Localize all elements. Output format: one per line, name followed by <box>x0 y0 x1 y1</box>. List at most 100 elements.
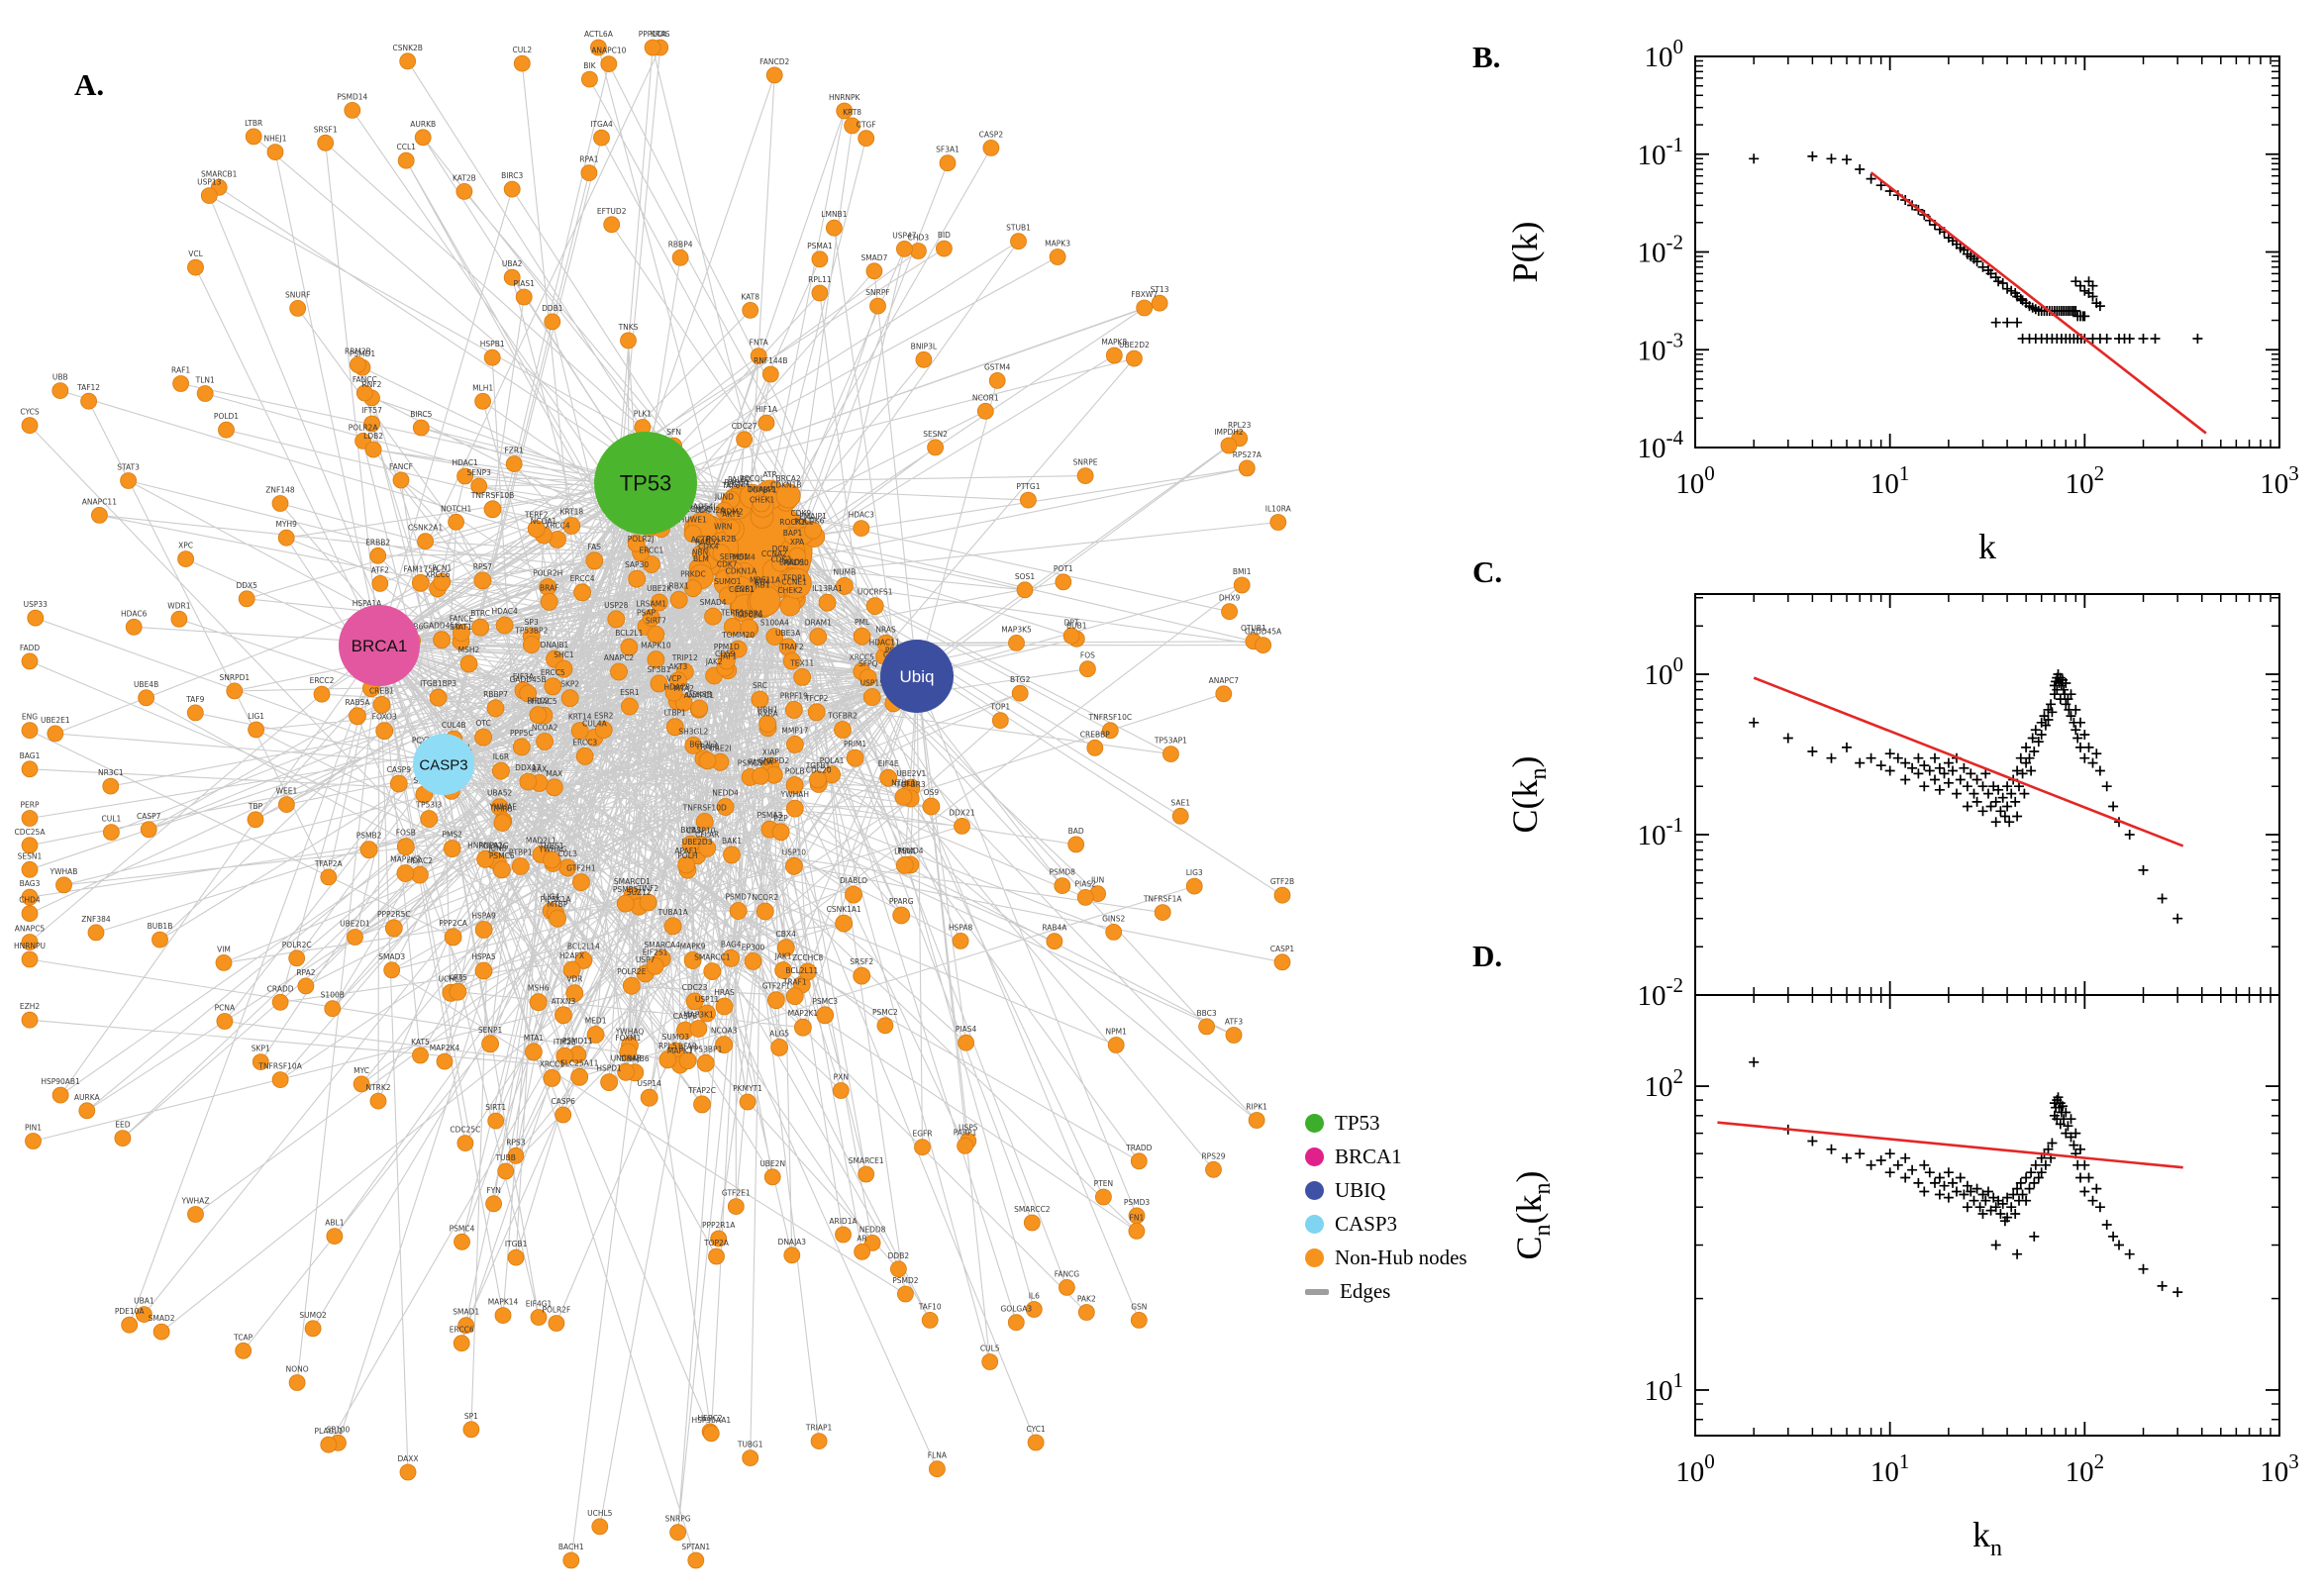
network-edges <box>29 47 1283 1561</box>
node-swatch-icon <box>1305 1147 1324 1166</box>
svg-text:EIF3A: EIF3A <box>513 672 535 681</box>
chart-panel-c: 100 10-1 10-2 C(kn) <box>1505 593 2280 1012</box>
svg-text:GADD45A: GADD45A <box>1245 628 1282 637</box>
svg-text:CCL1: CCL1 <box>396 143 416 151</box>
svg-text:CUL4A: CUL4A <box>582 719 608 728</box>
svg-text:TRADD: TRADD <box>1125 1144 1152 1152</box>
svg-text:IL6R: IL6R <box>493 752 509 761</box>
svg-text:IL13RA1: IL13RA1 <box>812 584 843 593</box>
svg-text:HNRNPK: HNRNPK <box>829 93 861 102</box>
svg-text:DPT: DPT <box>1064 618 1079 627</box>
svg-text:JAK2: JAK2 <box>705 657 723 666</box>
legend-label: TP53 <box>1335 1111 1380 1135</box>
svg-text:HRAS: HRAS <box>714 988 735 997</box>
svg-text:UBE2D3: UBE2D3 <box>682 838 713 847</box>
svg-text:BCL2L11: BCL2L11 <box>785 966 818 975</box>
scatter-points-d <box>1749 1056 2183 1298</box>
svg-text:TUBA1A: TUBA1A <box>656 908 688 917</box>
svg-text:IL6: IL6 <box>1029 1292 1040 1301</box>
svg-text:CUL2: CUL2 <box>512 46 532 54</box>
svg-text:ERCC5: ERCC5 <box>541 668 565 677</box>
legend-label: Edges <box>1340 1279 1391 1303</box>
svg-text:PIP5K1A: PIP5K1A <box>541 895 572 904</box>
svg-text:PIN1: PIN1 <box>25 1124 42 1133</box>
fit-line-d <box>1717 1121 2183 1169</box>
legend-label: CASP3 <box>1335 1212 1398 1236</box>
svg-text:MMP17: MMP17 <box>781 726 808 735</box>
svg-text:SMARCC2: SMARCC2 <box>1014 1205 1051 1214</box>
legend-label: BRCA1 <box>1335 1145 1402 1168</box>
svg-text:100: 100 <box>1675 1449 1715 1488</box>
svg-text:BRAF: BRAF <box>540 583 559 592</box>
svg-text:GTF2F1: GTF2F1 <box>762 982 791 991</box>
svg-text:PML: PML <box>855 618 870 627</box>
svg-text:PIAS1: PIAS1 <box>513 279 535 288</box>
network-hub-label-tp53: TP53 <box>620 471 672 496</box>
svg-text:MED1: MED1 <box>585 1017 607 1026</box>
svg-text:CASP2: CASP2 <box>979 130 1004 139</box>
svg-text:BIRC3: BIRC3 <box>501 171 523 180</box>
svg-text:PIAS4: PIAS4 <box>956 1025 977 1034</box>
svg-text:TNFRSF10D: TNFRSF10D <box>682 804 727 813</box>
legend-item-ubiq: UBIQ <box>1305 1178 1467 1203</box>
svg-text:TGFB1: TGFB1 <box>805 761 831 770</box>
svg-text:BNIP3L: BNIP3L <box>911 342 938 350</box>
svg-text:AR: AR <box>857 1234 866 1243</box>
svg-text:KRT18: KRT18 <box>559 508 583 517</box>
svg-text:ERCC6: ERCC6 <box>450 1326 474 1335</box>
svg-text:TOMM20: TOMM20 <box>721 631 755 640</box>
svg-text:KRT14: KRT14 <box>568 713 592 722</box>
svg-text:FLNA: FLNA <box>928 1451 948 1460</box>
svg-text:PSMC4: PSMC4 <box>450 1224 475 1233</box>
svg-text:FCN1: FCN1 <box>432 563 452 572</box>
svg-text:MTA1: MTA1 <box>524 1034 545 1043</box>
svg-text:GADD45B: GADD45B <box>510 675 547 684</box>
svg-text:PDE10A: PDE10A <box>115 1307 146 1316</box>
svg-text:UCHL3: UCHL3 <box>439 974 464 983</box>
svg-text:ANAPC1: ANAPC1 <box>684 691 715 700</box>
svg-text:GINS2: GINS2 <box>1102 914 1125 923</box>
svg-text:BUB1B: BUB1B <box>148 922 173 931</box>
svg-text:PPM1D: PPM1D <box>714 643 740 651</box>
svg-text:UBE2D2: UBE2D2 <box>1119 341 1150 349</box>
svg-text:ATXN3: ATXN3 <box>552 997 576 1006</box>
svg-text:RBX1: RBX1 <box>669 581 689 590</box>
svg-text:XRCC6: XRCC6 <box>425 570 450 579</box>
svg-text:MAPK10: MAPK10 <box>641 642 671 650</box>
svg-text:SUZ12: SUZ12 <box>627 888 652 897</box>
svg-text:ROCK1: ROCK1 <box>779 518 805 527</box>
svg-text:CYC1: CYC1 <box>1026 1425 1046 1434</box>
svg-text:BAG1: BAG1 <box>20 751 41 760</box>
svg-text:POLH: POLH <box>677 851 697 860</box>
svg-text:MTA2: MTA2 <box>674 684 695 693</box>
svg-text:CASP7: CASP7 <box>137 812 161 821</box>
svg-text:UQCRFS1: UQCRFS1 <box>858 588 893 597</box>
svg-text:NUMB: NUMB <box>834 567 857 576</box>
svg-text:XRCC1: XRCC1 <box>540 1059 564 1068</box>
svg-text:TNFRSF1A: TNFRSF1A <box>1143 895 1183 904</box>
svg-text:ESR1: ESR1 <box>620 688 640 697</box>
svg-text:SFN: SFN <box>666 428 681 437</box>
svg-text:SMAD3: SMAD3 <box>378 952 405 961</box>
svg-text:MDM2: MDM2 <box>720 507 744 516</box>
svg-text:EED: EED <box>115 1121 130 1130</box>
svg-text:CCNH: CCNH <box>728 480 750 489</box>
svg-text:SNURF: SNURF <box>285 290 310 299</box>
svg-text:NEDD8: NEDD8 <box>859 1225 886 1234</box>
x-axis-label-d: kn <box>1972 1515 2002 1561</box>
svg-text:CASP8: CASP8 <box>673 1012 698 1021</box>
svg-text:RXRA: RXRA <box>758 710 778 719</box>
node-swatch-icon <box>1305 1181 1324 1200</box>
svg-text:MAPK3: MAPK3 <box>1045 240 1070 249</box>
svg-text:CASP6: CASP6 <box>551 1097 575 1106</box>
svg-text:ERCC4: ERCC4 <box>570 574 595 583</box>
svg-text:SKP1: SKP1 <box>252 1045 270 1053</box>
svg-text:CDK2: CDK2 <box>770 555 791 564</box>
svg-text:SMAD2: SMAD2 <box>149 1314 175 1323</box>
svg-text:CSNK2B: CSNK2B <box>392 44 422 52</box>
svg-text:SOS1: SOS1 <box>1015 572 1035 581</box>
svg-text:SAP30: SAP30 <box>625 560 649 569</box>
network-hub-label-brca1: BRCA1 <box>352 637 408 655</box>
svg-text:SENP3: SENP3 <box>466 468 491 477</box>
svg-text:POLA1: POLA1 <box>820 756 845 765</box>
